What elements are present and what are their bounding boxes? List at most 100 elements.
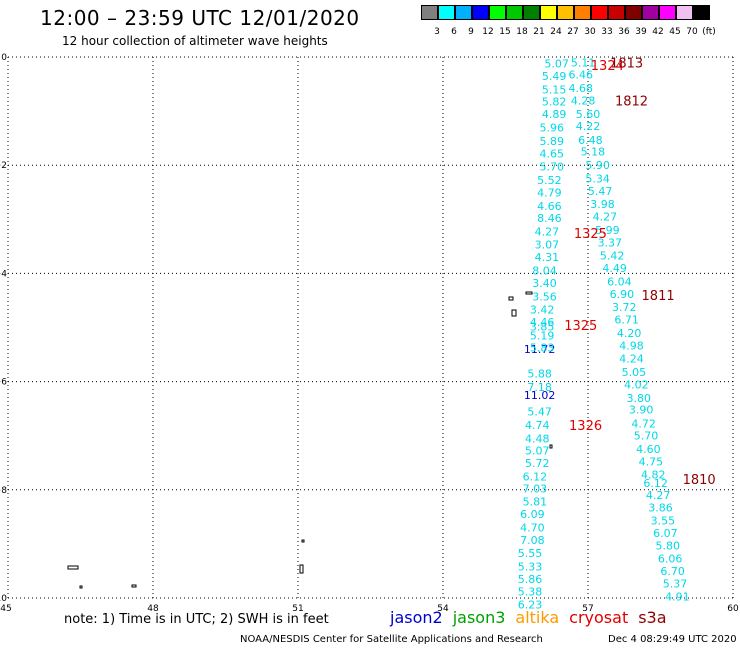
wave-height-point: 5.37 <box>663 577 688 590</box>
color-swatch <box>574 5 591 20</box>
x-tick-label: 54 <box>437 604 449 614</box>
wave-height-point: 6.04 <box>607 276 632 289</box>
wave-height-point: 4.24 <box>619 352 644 365</box>
wave-height-point: 5.70 <box>634 430 659 443</box>
wave-height-point: 4.02 <box>624 378 649 391</box>
wave-height-point: 5.88 <box>527 367 552 380</box>
wave-height-point: 7.18 <box>527 381 552 394</box>
color-scale-label: 9 <box>468 27 474 37</box>
legend-entry: altika <box>515 608 560 627</box>
wave-height-point: 5.33 <box>518 561 543 574</box>
wave-height-point: 3.37 <box>598 237 623 250</box>
wave-height-point: 5.49 <box>542 70 567 83</box>
wave-height-point: 5.38 <box>518 586 543 599</box>
wave-height-point: 5.47 <box>527 405 552 418</box>
wave-height-point: 5.42 <box>600 250 625 263</box>
y-tick-label: −8 <box>0 486 7 496</box>
wave-height-point: 4.22 <box>576 120 601 133</box>
wave-height-point: 3.56 <box>532 291 557 304</box>
color-swatch <box>608 5 625 20</box>
pass-time-label: 1325 <box>574 227 607 242</box>
wave-height-point: 4.27 <box>593 211 618 224</box>
wave-height-point: 5.07 <box>525 444 550 457</box>
color-swatch <box>693 5 710 20</box>
wave-height-point: 4.70 <box>520 522 545 535</box>
y-tick-label: −10 <box>0 594 7 604</box>
wave-height-point: 4.66 <box>537 200 562 213</box>
agency-credit: NOAA/NESDIS Center for Satellite Applica… <box>240 634 543 645</box>
x-tick-label: 45 <box>0 604 11 614</box>
wave-height-point: 6.48 <box>578 134 603 147</box>
wave-height-point: 4.31 <box>535 251 560 264</box>
y-tick-label: 0 <box>1 53 7 63</box>
legend-entry: s3a <box>638 608 667 627</box>
wave-height-point: 3.55 <box>651 515 676 528</box>
wave-height-point: 5.11 <box>571 56 596 69</box>
color-scale-label: 33 <box>601 27 613 37</box>
color-swatch <box>506 5 523 20</box>
wave-height-point: 4.74 <box>525 419 550 432</box>
wave-height-point: 4.27 <box>646 489 671 502</box>
pass-time-label: 1810 <box>683 473 716 488</box>
wave-height-point: 4.72 <box>631 417 656 430</box>
wave-height-point: 5.52 <box>537 174 562 187</box>
color-scale-label: 3 <box>434 27 440 37</box>
pass-time-label: 1813 <box>610 56 643 71</box>
x-tick-label: 51 <box>292 604 303 614</box>
wave-height-point: 5.07 <box>544 57 569 70</box>
color-scale-label: 36 <box>618 27 630 37</box>
wave-height-point: 5.60 <box>576 108 601 121</box>
x-tick-label: 48 <box>147 604 159 614</box>
color-scale-label: 45 <box>669 27 681 37</box>
color-scale-label: 30 <box>584 27 596 37</box>
color-scale-label: 15 <box>499 27 511 37</box>
wave-height-point: 11.72 <box>524 343 556 356</box>
legend-entry: jason2 <box>390 608 443 627</box>
color-swatch <box>523 5 540 20</box>
wave-height-point: 4.75 <box>639 456 664 469</box>
wave-height-point: 5.89 <box>540 135 565 148</box>
satellite-legend: jason2 jason3 altika cryosat s3a <box>390 608 677 627</box>
wave-height-point: 5.47 <box>588 185 613 198</box>
wave-height-point: 6.12 <box>523 470 548 483</box>
color-swatch <box>659 5 676 20</box>
color-scale-label: 6 <box>451 27 457 37</box>
color-scale-label: 21 <box>533 27 545 37</box>
pass-time-label: 1326 <box>569 419 602 434</box>
wave-height-point: 5.19 <box>530 330 555 343</box>
wave-height-point: 4.91 <box>665 590 690 603</box>
color-scale-label: 12 <box>482 27 494 37</box>
wave-height-point: 4.20 <box>617 327 642 340</box>
wave-height-point: 5.55 <box>518 547 543 560</box>
wave-height-point: 3.07 <box>535 239 560 252</box>
legend-entry: jason3 <box>452 608 506 627</box>
island-outline <box>511 309 517 317</box>
island-outline <box>525 291 533 295</box>
color-swatch <box>557 5 574 20</box>
color-swatch <box>540 5 557 20</box>
island-outline <box>131 584 137 588</box>
color-scale-label: 42 <box>652 27 664 37</box>
wave-height-point: 4.27 <box>535 226 560 239</box>
wave-height-point: 6.12 <box>643 477 668 490</box>
wave-height-point: 11.02 <box>524 389 556 402</box>
pass-time-label: 1811 <box>642 289 675 304</box>
pass-time-label: 1812 <box>615 94 648 109</box>
chart-title: 12:00 – 23:59 UTC 12/01/2020 <box>40 6 360 30</box>
pass-time-label: 1325 <box>564 319 597 334</box>
footnote: note: 1) Time is in UTC; 2) SWH is in fe… <box>64 612 329 627</box>
wave-height-point: 4.68 <box>569 82 594 95</box>
wave-height-point: 5.90 <box>585 159 610 172</box>
wave-height-point: 8.46 <box>537 212 562 225</box>
wave-height-point: 4.48 <box>525 432 550 445</box>
wave-height-point: 5.81 <box>523 496 548 509</box>
wave-height-point: 6.71 <box>614 313 639 326</box>
color-scale-label: (ft) <box>702 27 716 37</box>
wave-height-point: 6.07 <box>653 527 678 540</box>
color-swatch <box>489 5 506 20</box>
y-tick-label: −4 <box>0 269 7 279</box>
wave-height-point: 6.09 <box>520 508 545 521</box>
wave-height-point: 5.96 <box>540 121 565 134</box>
y-tick-label: −6 <box>0 378 7 388</box>
